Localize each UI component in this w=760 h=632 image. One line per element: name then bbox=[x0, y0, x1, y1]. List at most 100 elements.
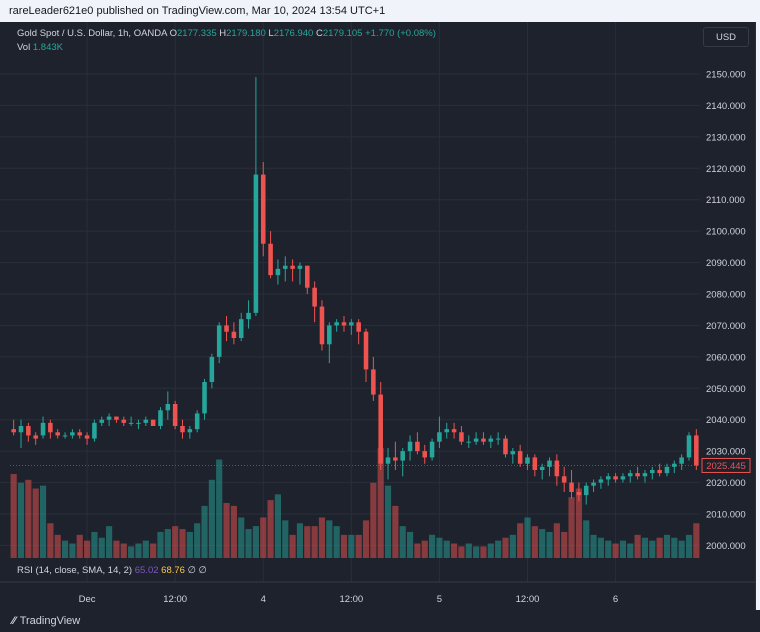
volume-bar bbox=[678, 540, 685, 558]
volume-bar bbox=[458, 546, 465, 558]
candle-body bbox=[143, 419, 149, 423]
candle-body bbox=[613, 476, 618, 480]
volume-bar bbox=[597, 537, 604, 558]
y-tick-label: 2110.000 bbox=[706, 195, 745, 206]
last-price-badge bbox=[701, 457, 751, 473]
candle-body bbox=[539, 466, 545, 470]
candle-body bbox=[547, 460, 552, 467]
candle-body bbox=[238, 319, 244, 338]
y-tick-label: 2020.000 bbox=[706, 478, 746, 489]
candle-body bbox=[429, 441, 435, 458]
candle-body bbox=[569, 482, 574, 492]
candle-body bbox=[400, 451, 405, 461]
price-chart[interactable]: 2000.000 2010.000 2020.000 2030.000 2040.000… bbox=[0, 22, 756, 610]
candle-body bbox=[422, 451, 428, 458]
volume-bar bbox=[326, 520, 333, 558]
volume-bar bbox=[230, 505, 237, 558]
volume-bar bbox=[245, 529, 252, 558]
candle-body bbox=[371, 369, 376, 395]
currency-button[interactable]: USD bbox=[703, 27, 749, 47]
volume-bar bbox=[649, 540, 656, 558]
candle-body bbox=[393, 457, 398, 461]
volume-bar bbox=[656, 537, 663, 558]
volume-bar bbox=[634, 534, 641, 558]
volume-bar bbox=[671, 537, 678, 558]
chart-panel[interactable]: 2000.000 2010.000 2020.000 2030.000 2040.000… bbox=[0, 22, 756, 610]
candle-body bbox=[216, 325, 222, 357]
candle-body bbox=[268, 243, 273, 276]
volume-bar bbox=[216, 459, 223, 558]
candle-body bbox=[40, 422, 46, 436]
volume-bar bbox=[605, 540, 612, 558]
volume-bar bbox=[135, 543, 142, 558]
volume-bar bbox=[524, 517, 531, 558]
volume-bar bbox=[252, 526, 259, 558]
rsi-legend: RSI (14, close, SMA, 14, 2) 65.02 68.76 … bbox=[17, 565, 207, 576]
candle-body bbox=[305, 265, 310, 288]
volume-bar bbox=[517, 523, 524, 558]
candle-body bbox=[11, 429, 16, 433]
candle-body bbox=[77, 432, 83, 436]
volume-bar bbox=[663, 534, 671, 558]
volume-bar bbox=[539, 529, 546, 558]
candle-body bbox=[158, 410, 163, 426]
y-tick-label: 2050.000 bbox=[706, 384, 746, 395]
volume-bar bbox=[17, 482, 25, 558]
y-tick-label: 2090.000 bbox=[706, 258, 746, 269]
volume-bar bbox=[304, 526, 311, 558]
x-tick-label: 6 bbox=[613, 594, 618, 605]
volume-bar bbox=[348, 534, 355, 558]
y-tick-label: 2100.000 bbox=[706, 227, 746, 238]
y-tick-label: 2040.000 bbox=[706, 415, 746, 426]
candle-body bbox=[209, 356, 215, 382]
candle-body bbox=[532, 457, 538, 470]
candle-body bbox=[517, 451, 523, 464]
rsi-ma-value: 68.76 bbox=[161, 565, 185, 576]
candle-body bbox=[187, 429, 193, 433]
volume-bar bbox=[627, 543, 634, 558]
tradingview-logo-icon: ⁄⁄ bbox=[12, 615, 16, 627]
candle-body bbox=[128, 422, 134, 424]
y-tick-label: 2140.000 bbox=[706, 101, 746, 112]
y-tick-label: 2070.000 bbox=[706, 321, 746, 332]
volume-bar bbox=[502, 537, 509, 558]
change-value: +1.770 (+0.08%) bbox=[365, 28, 436, 39]
last-price-label: 2025.445 bbox=[706, 461, 746, 472]
rsi-empty-icons: ∅ ∅ bbox=[187, 565, 207, 576]
candle-body bbox=[70, 432, 75, 436]
x-tick-label: 5 bbox=[437, 594, 442, 605]
volume-value: 1.843K bbox=[32, 42, 63, 53]
volume-bar bbox=[61, 540, 69, 558]
candle-body bbox=[136, 422, 141, 424]
candle-body bbox=[488, 438, 494, 442]
candle-body bbox=[341, 322, 347, 326]
candle-body bbox=[576, 492, 582, 496]
volume-bar bbox=[590, 534, 597, 558]
volume-bar bbox=[223, 503, 230, 558]
volume-bar bbox=[399, 526, 406, 558]
candle-body bbox=[620, 476, 626, 480]
volume-bar bbox=[465, 543, 472, 558]
candle-body bbox=[642, 473, 648, 477]
candle-body bbox=[627, 473, 633, 477]
candle-body bbox=[106, 416, 112, 420]
x-tick-label: 4 bbox=[261, 594, 266, 605]
volume-bar bbox=[106, 526, 113, 558]
rsi-label: RSI (14, close, SMA, 14, 2) bbox=[17, 565, 133, 576]
volume-bar bbox=[546, 531, 553, 558]
volume-bar bbox=[685, 534, 693, 558]
volume-bar bbox=[54, 534, 61, 558]
volume-bar bbox=[98, 537, 105, 558]
candle-body bbox=[451, 429, 457, 433]
candle-body bbox=[26, 426, 31, 436]
candle-body bbox=[253, 174, 259, 313]
y-tick-label: 2150.000 bbox=[706, 70, 746, 81]
candle-body bbox=[473, 438, 479, 442]
volume-bar bbox=[531, 526, 538, 558]
candle-body bbox=[224, 325, 229, 332]
volume-bar bbox=[568, 497, 575, 558]
volume-bar bbox=[487, 543, 494, 558]
y-tick-label: 2080.000 bbox=[706, 290, 746, 301]
x-tick-label: 12:00 bbox=[516, 594, 540, 605]
candle-body bbox=[349, 322, 354, 326]
